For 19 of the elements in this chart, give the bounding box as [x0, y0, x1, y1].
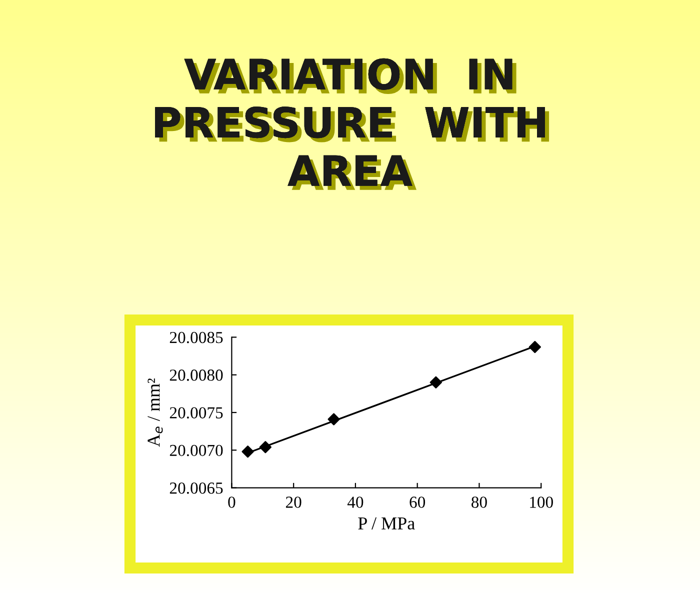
x-tick-label: 20: [286, 496, 302, 508]
point: [528, 340, 541, 354]
y-axis-title: A$_{e}$ / mm²: [148, 378, 163, 447]
y-tick-label: 20.0070: [170, 444, 223, 456]
point: [242, 446, 254, 458]
y-tick-label: 20.0080: [170, 370, 223, 381]
x-tick-label: 60: [410, 496, 426, 508]
x-tick-label: 100: [530, 496, 553, 508]
x-tick-label: 0: [228, 496, 236, 508]
y-tick-label: 20.0085: [170, 332, 223, 344]
chart-title: VARIATION IN PRESSURE WITH AREA: [155, 58, 550, 190]
point: [430, 376, 442, 388]
x-tick-label: 40: [347, 496, 364, 508]
x-tick-label: 80: [472, 496, 487, 508]
y-tick-label: 20.0065: [170, 482, 223, 494]
x-axis-title: P / MPa: [358, 517, 415, 530]
point: [328, 413, 340, 426]
y-tick-label: 20.0075: [170, 407, 223, 419]
point: [259, 441, 272, 454]
